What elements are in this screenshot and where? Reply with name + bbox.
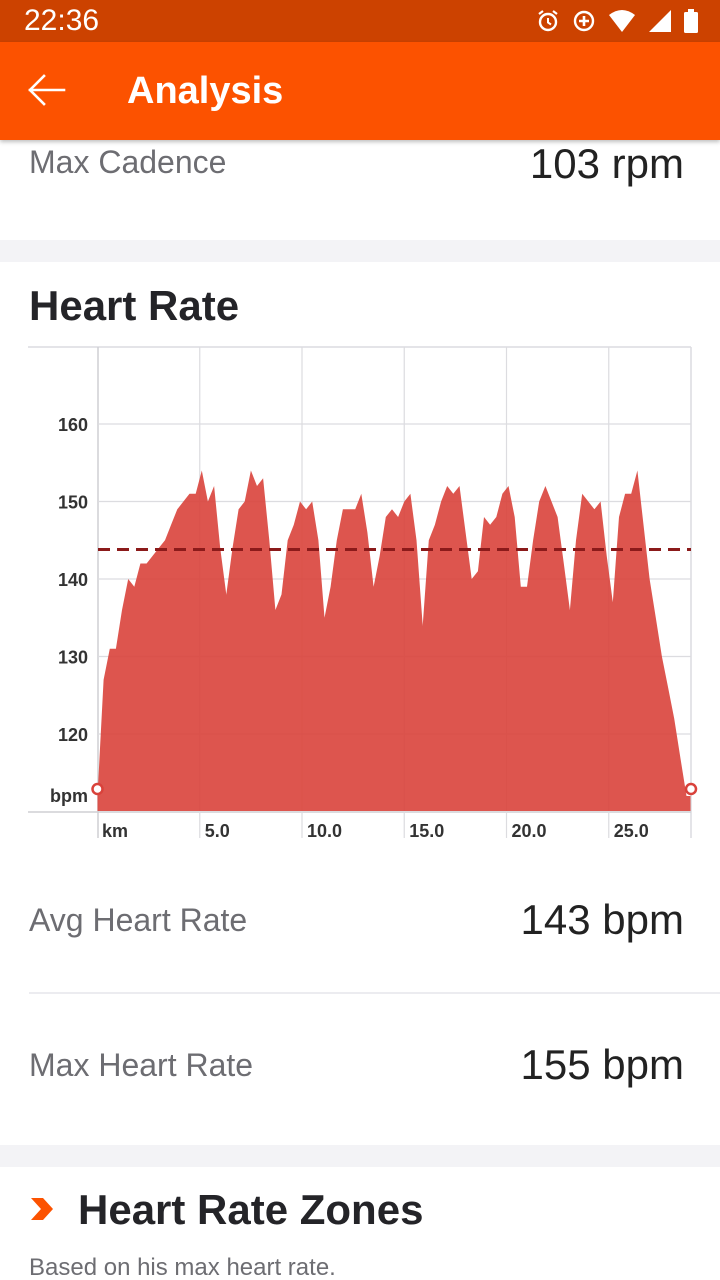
x-tick-label: 25.0 (614, 821, 649, 841)
max-cadence-label: Max Cadence (29, 144, 227, 180)
divider (29, 992, 720, 994)
heart-rate-title: Heart Rate (29, 282, 240, 329)
max-cadence-row: Max Cadence 103 rpm (0, 140, 720, 240)
y-tick-label: 120 (58, 725, 88, 745)
heart-rate-zones-title: Heart Rate Zones (78, 1186, 424, 1233)
avg-heart-rate-row: Avg Heart Rate 143 bpm (0, 880, 720, 980)
end-marker (684, 782, 698, 796)
back-button[interactable] (22, 68, 70, 116)
app-bar: Analysis (0, 42, 720, 140)
max-heart-rate-value: 155 bpm (520, 1041, 684, 1088)
data-saver-icon (572, 9, 596, 33)
x-axis-label: km (102, 821, 128, 841)
x-tick-label: 10.0 (307, 821, 342, 841)
alarm-icon (536, 9, 560, 33)
chevron-right-icon (29, 1196, 55, 1222)
status-time: 22:36 (24, 4, 100, 37)
status-bar: 22:36 (0, 0, 720, 42)
max-heart-rate-row: Max Heart Rate 155 bpm (0, 1025, 720, 1125)
signal-icon (648, 9, 672, 33)
avg-heart-rate-value: 143 bpm (520, 896, 684, 943)
x-tick-label: 5.0 (205, 821, 230, 841)
heart-rate-area (97, 470, 691, 811)
max-cadence-value: 103 rpm (529, 140, 684, 187)
x-tick-label: 15.0 (409, 821, 444, 841)
y-tick-label: 140 (58, 570, 88, 590)
section-gap (0, 1145, 720, 1167)
battery-icon (684, 9, 698, 33)
back-arrow-icon (26, 73, 66, 112)
y-axis-label: bpm (50, 786, 88, 806)
status-icons (536, 8, 698, 34)
y-tick-label: 150 (58, 493, 88, 513)
max-heart-rate-label: Max Heart Rate (29, 1047, 254, 1083)
y-tick-label: 130 (58, 648, 88, 668)
avg-heart-rate-label: Avg Heart Rate (29, 902, 248, 938)
start-marker (91, 782, 104, 796)
heart-rate-zones-subtitle: Based on his max heart rate. (29, 1254, 336, 1280)
x-tick-label: 20.0 (512, 821, 547, 841)
section-gap (0, 240, 720, 262)
wifi-icon (608, 9, 636, 33)
page-title: Analysis (127, 70, 284, 112)
y-tick-label: 160 (58, 415, 88, 435)
